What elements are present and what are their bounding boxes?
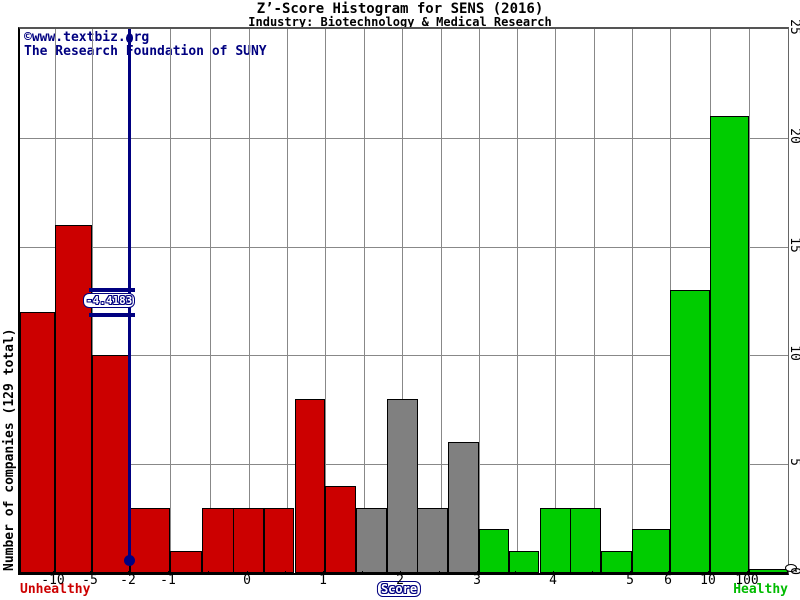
vertical-gridline [170, 29, 171, 573]
vertical-gridline [402, 29, 403, 573]
horizontal-gridline [20, 246, 788, 248]
x-tick-label: 2 [396, 573, 404, 588]
x-tick-label: -5 [82, 573, 98, 588]
histogram-bar [601, 551, 632, 573]
histogram-bar [448, 442, 479, 573]
histogram-bar [670, 290, 710, 573]
marker-bottom-dot-icon [124, 555, 135, 566]
unhealthy-label: Unhealthy [20, 582, 91, 597]
x-axis-tick [515, 571, 516, 575]
histogram-bar [417, 508, 448, 573]
x-axis-tick [592, 571, 593, 575]
histogram-bar [325, 486, 356, 573]
x-tick-label: 1 [319, 573, 327, 588]
histogram-bar [356, 508, 387, 573]
x-axis-tick [285, 571, 286, 575]
horizontal-gridline [20, 355, 788, 357]
histogram-bar [55, 225, 92, 573]
x-axis-tick [168, 571, 169, 575]
y-axis-label: Number of companies (129 total) [2, 328, 17, 571]
x-tick-label: 6 [664, 573, 672, 588]
histogram-bar [710, 116, 749, 573]
x-tick-label: 4 [549, 573, 557, 588]
x-axis-tick [747, 571, 748, 575]
x-axis-tick [477, 571, 478, 575]
x-axis-tick [400, 571, 401, 575]
x-tick-label: 5 [626, 573, 634, 588]
x-tick-label: 3 [473, 573, 481, 588]
histogram-bar [479, 529, 509, 573]
y-tick-label: 0 [787, 567, 800, 575]
y-tick-label: 15 [787, 237, 800, 253]
vertical-gridline [594, 29, 595, 573]
histogram-bar [92, 355, 130, 573]
vertical-gridline [517, 29, 518, 573]
histogram-bar [387, 399, 418, 573]
plot-area: ©www.textbiz.org The Research Foundation… [18, 27, 789, 575]
x-axis-tick [362, 571, 363, 575]
y-tick-label: 20 [787, 128, 800, 144]
healthy-label: Healthy [733, 582, 788, 597]
x-tick-label: -1 [160, 573, 176, 588]
marker-top-dot-icon [126, 34, 133, 43]
x-tick-label: -10 [41, 573, 65, 588]
marker-crossbar-top [89, 288, 135, 292]
histogram-bar [509, 551, 539, 573]
x-tick-label: 10 [700, 573, 716, 588]
y-tick-label: 25 [787, 19, 800, 35]
histogram-bar [170, 551, 202, 573]
x-axis-tick [247, 571, 248, 575]
vertical-gridline [749, 29, 750, 573]
vertical-gridline [249, 29, 250, 573]
histogram-bar [264, 508, 294, 573]
x-axis-tick [128, 571, 129, 575]
x-axis-tick [553, 571, 554, 575]
histogram-bar [295, 399, 325, 573]
histogram-bar [632, 529, 670, 573]
marker-crossbar-bottom [89, 313, 135, 317]
x-tick-label: 100 [735, 573, 759, 588]
vertical-gridline [555, 29, 556, 573]
vertical-gridline [210, 29, 211, 573]
axis-end-marker-icon [785, 564, 797, 572]
x-axis-tick [630, 571, 631, 575]
x-axis-tick [668, 571, 669, 575]
x-axis-tick [323, 571, 324, 575]
x-tick-label: -2 [120, 573, 136, 588]
x-axis-label: Score [376, 581, 422, 597]
histogram-bar [20, 312, 55, 573]
y-tick-label: 10 [787, 345, 800, 361]
x-axis-tick [90, 571, 91, 575]
vertical-gridline [479, 29, 480, 573]
credit-foundation: The Research Foundation of SUNY [24, 44, 267, 59]
chart-subtitle: Industry: Biotechnology & Medical Resear… [248, 15, 552, 29]
vertical-gridline [287, 29, 288, 573]
histogram-bar [233, 508, 264, 573]
vertical-gridline [364, 29, 365, 573]
x-axis-tick [208, 571, 209, 575]
company-score-value: -4.4183 [83, 293, 136, 308]
histogram-bar [540, 508, 571, 573]
chart-title: Z’-Score Histogram for SENS (2016) [256, 1, 544, 17]
histogram-bar [570, 508, 601, 573]
histogram-bar [130, 508, 170, 573]
x-tick-label: 0 [243, 573, 251, 588]
vertical-gridline [632, 29, 633, 573]
x-axis-tick [708, 571, 709, 575]
x-axis-tick [53, 571, 54, 575]
horizontal-gridline [20, 137, 788, 139]
x-axis-tick [439, 571, 440, 575]
vertical-gridline [325, 29, 326, 573]
y-tick-label: 5 [787, 458, 800, 466]
histogram-bar [202, 508, 234, 573]
vertical-gridline [441, 29, 442, 573]
